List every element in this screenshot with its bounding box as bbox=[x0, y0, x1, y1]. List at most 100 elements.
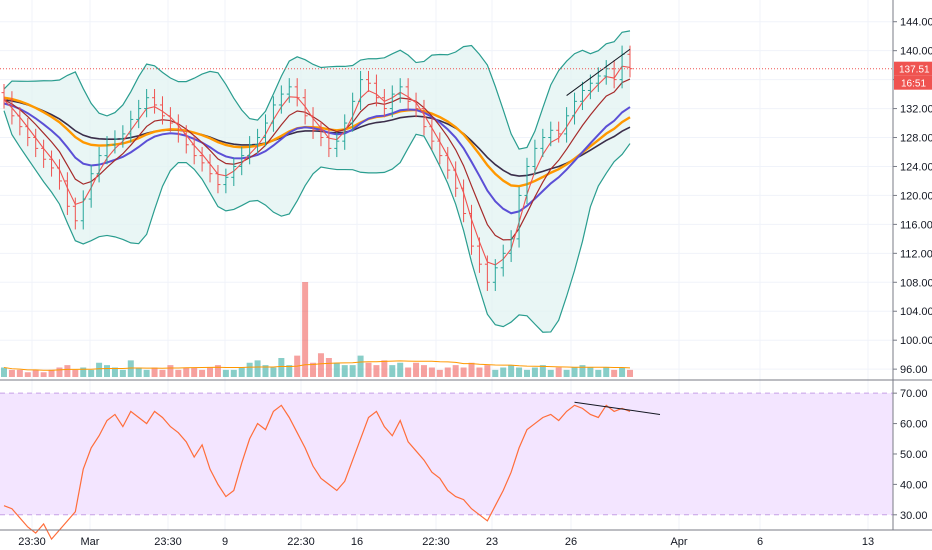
ohlc-bar[interactable] bbox=[413, 92, 419, 118]
ohlc-bar[interactable] bbox=[397, 78, 403, 103]
ohlc-bar[interactable] bbox=[128, 110, 134, 143]
volume-bar[interactable] bbox=[357, 355, 364, 377]
volume-bar[interactable] bbox=[238, 367, 245, 378]
volume-bar[interactable] bbox=[262, 365, 269, 377]
ohlc-bar[interactable] bbox=[255, 128, 261, 154]
volume-bar[interactable] bbox=[207, 367, 214, 378]
volume-bar[interactable] bbox=[88, 369, 95, 377]
ohlc-bar[interactable] bbox=[25, 117, 31, 147]
volume-bar[interactable] bbox=[214, 365, 221, 377]
ohlc-bar[interactable] bbox=[215, 165, 221, 194]
volume-bar[interactable] bbox=[286, 365, 293, 377]
ohlc-bar[interactable] bbox=[373, 74, 379, 107]
ohlc-bar[interactable] bbox=[532, 139, 538, 176]
volume-bar[interactable] bbox=[539, 365, 546, 377]
ohlc-bar[interactable] bbox=[334, 132, 340, 158]
volume-bar[interactable] bbox=[603, 367, 610, 378]
ohlc-bar[interactable] bbox=[342, 114, 348, 150]
volume-bar[interactable] bbox=[254, 360, 261, 377]
volume-bar[interactable] bbox=[96, 362, 103, 377]
volume-bar[interactable] bbox=[476, 367, 483, 378]
volume-bar[interactable] bbox=[381, 360, 388, 377]
volume-bar[interactable] bbox=[547, 369, 554, 377]
ohlc-bar[interactable] bbox=[175, 114, 181, 143]
volume-bar[interactable] bbox=[460, 367, 467, 378]
ohlc-bar[interactable] bbox=[318, 121, 324, 147]
ohlc-bar[interactable] bbox=[294, 78, 300, 107]
volume-bar[interactable] bbox=[444, 367, 451, 378]
ohlc-bar[interactable] bbox=[524, 157, 530, 205]
ohlc-bar[interactable] bbox=[278, 85, 284, 114]
ohlc-bar[interactable] bbox=[286, 78, 292, 103]
volume-bar[interactable] bbox=[222, 369, 229, 377]
ohlc-bar[interactable] bbox=[579, 81, 585, 111]
ohlc-bar[interactable] bbox=[207, 154, 213, 183]
ohlc-bar[interactable] bbox=[572, 92, 578, 125]
volume-bar[interactable] bbox=[531, 367, 538, 378]
volume-bar[interactable] bbox=[468, 362, 475, 377]
ohlc-bar[interactable] bbox=[421, 99, 427, 136]
ohlc-bar[interactable] bbox=[469, 204, 475, 255]
ohlc-bar[interactable] bbox=[516, 186, 522, 248]
volume-bar[interactable] bbox=[627, 369, 633, 377]
volume-bar[interactable] bbox=[333, 362, 340, 377]
ohlc-bar[interactable] bbox=[17, 107, 23, 136]
volume-bar[interactable] bbox=[397, 362, 404, 377]
ohlc-bar[interactable] bbox=[476, 237, 482, 273]
volume-bar[interactable] bbox=[500, 367, 507, 378]
ohlc-bar[interactable] bbox=[508, 230, 514, 263]
ohlc-bar[interactable] bbox=[302, 89, 308, 125]
volume-bar[interactable] bbox=[349, 365, 356, 377]
ohlc-bar[interactable] bbox=[461, 179, 467, 223]
volume-bar[interactable] bbox=[516, 367, 523, 378]
volume-bar[interactable] bbox=[151, 367, 158, 378]
volume-bar[interactable] bbox=[119, 369, 126, 377]
volume-bar[interactable] bbox=[611, 369, 618, 377]
ohlc-bar[interactable] bbox=[223, 168, 229, 194]
volume-bar[interactable] bbox=[579, 365, 586, 377]
ohlc-bar[interactable] bbox=[120, 125, 126, 148]
ohlc-bar[interactable] bbox=[595, 67, 601, 92]
ohlc-bar[interactable] bbox=[231, 157, 237, 187]
ohlc-bar[interactable] bbox=[270, 96, 276, 132]
ohlc-bar[interactable] bbox=[453, 161, 459, 197]
ohlc-bar[interactable] bbox=[199, 146, 205, 172]
ohlc-bar[interactable] bbox=[500, 244, 506, 277]
volume-bar[interactable] bbox=[111, 367, 118, 378]
ohlc-bar[interactable] bbox=[183, 125, 189, 154]
rsi-trendline[interactable] bbox=[574, 401, 661, 415]
volume-bar[interactable] bbox=[523, 369, 530, 377]
volume-bar[interactable] bbox=[452, 365, 459, 377]
volume-bar[interactable] bbox=[56, 367, 63, 378]
volume-bar[interactable] bbox=[365, 362, 372, 377]
volume-bar[interactable] bbox=[72, 369, 79, 377]
ohlc-bar[interactable] bbox=[262, 114, 268, 147]
ohlc-bar[interactable] bbox=[152, 89, 158, 114]
volume-bar[interactable] bbox=[619, 367, 626, 378]
ohlc-bar[interactable] bbox=[80, 190, 86, 230]
volume-bar[interactable] bbox=[80, 367, 87, 378]
volume-bar[interactable] bbox=[555, 367, 562, 378]
volume-bar[interactable] bbox=[571, 367, 578, 378]
volume-bar[interactable] bbox=[24, 372, 31, 377]
ohlc-bar[interactable] bbox=[445, 146, 451, 179]
volume-bar[interactable] bbox=[484, 365, 491, 377]
volume-bar[interactable] bbox=[341, 365, 348, 377]
volume-bar[interactable] bbox=[563, 369, 570, 377]
ohlc-bar[interactable] bbox=[366, 70, 372, 92]
volume-bar[interactable] bbox=[420, 365, 427, 377]
volume-bar[interactable] bbox=[127, 360, 134, 377]
ohlc-bar[interactable] bbox=[49, 150, 55, 177]
ohlc-bar[interactable] bbox=[33, 128, 39, 158]
ohlc-bar[interactable] bbox=[492, 259, 498, 291]
ma-slow-line[interactable] bbox=[3, 78, 631, 241]
ohlc-bar[interactable] bbox=[96, 146, 102, 183]
volume-bar[interactable] bbox=[104, 365, 111, 377]
volume-bar[interactable] bbox=[246, 362, 253, 377]
ohlc-bar[interactable] bbox=[72, 197, 78, 230]
volume-bar[interactable] bbox=[1, 367, 7, 378]
volume-bar[interactable] bbox=[492, 369, 499, 377]
volume-bar[interactable] bbox=[167, 365, 174, 377]
ohlc-bar[interactable] bbox=[310, 107, 316, 139]
bollinger-upper-band[interactable] bbox=[3, 30, 631, 150]
